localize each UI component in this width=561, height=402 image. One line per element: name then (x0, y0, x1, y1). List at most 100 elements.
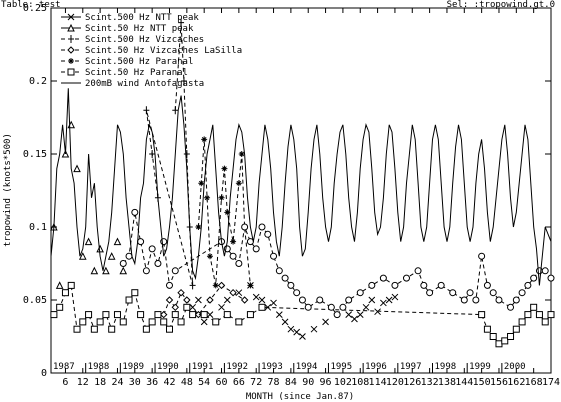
data-point (180, 77, 187, 85)
data-point (241, 223, 249, 231)
x-tick-label: 90 (302, 377, 314, 388)
x-tick-label: 36 (146, 377, 158, 388)
series-5 (50, 281, 555, 348)
data-point (119, 260, 127, 267)
data-point (489, 333, 497, 340)
data-point (137, 311, 145, 319)
year-label: 1998 (435, 362, 457, 372)
data-point (374, 308, 381, 316)
data-point (96, 318, 104, 326)
data-point (246, 311, 254, 319)
data-point (160, 318, 168, 326)
legend-label: Scint.500 Hz Vizcaches (85, 35, 204, 45)
data-point (483, 325, 491, 333)
data-point (501, 337, 509, 345)
x-tick-label: 54 (198, 377, 210, 388)
data-point (137, 238, 145, 246)
data-point (198, 180, 205, 187)
data-point (125, 252, 133, 260)
data-point (385, 296, 393, 304)
data-point (275, 311, 283, 318)
data-point (229, 252, 237, 260)
data-point (512, 325, 520, 333)
x-tick-label: 108 (351, 377, 369, 388)
x-tick-label: 66 (233, 377, 245, 388)
data-point (206, 253, 213, 260)
data-point (489, 289, 497, 297)
data-point (275, 267, 283, 275)
data-point (102, 266, 110, 275)
data-point (547, 274, 555, 282)
data-point (221, 165, 228, 172)
legend-label: Scint.50 Hz NTT peak (85, 24, 194, 34)
legend-entry: 200mB wind Antofagasta (61, 79, 204, 89)
data-point (362, 303, 370, 311)
legend-label: 200mB wind Antofagasta (85, 79, 204, 89)
data-point (478, 252, 486, 260)
year-label: 1999 (469, 362, 491, 372)
data-point (270, 252, 278, 260)
data-point (73, 325, 81, 333)
data-point (379, 274, 387, 282)
data-point (356, 311, 364, 318)
data-point (327, 303, 335, 311)
x-tick-label: 156 (490, 377, 508, 388)
data-point (61, 289, 69, 297)
data-point (345, 311, 353, 318)
data-point (171, 267, 179, 275)
x-tick-label: 144 (455, 377, 473, 388)
data-point (426, 289, 434, 297)
data-point (201, 136, 208, 143)
data-point (172, 106, 179, 115)
series-line (163, 284, 245, 316)
data-point (368, 296, 376, 304)
data-point (165, 281, 173, 289)
data-point (200, 311, 208, 319)
y-axis-label: tropowind (knots*500) (3, 133, 13, 247)
data-point (466, 289, 474, 297)
data-point (310, 325, 318, 333)
data-point (102, 311, 110, 319)
data-point (483, 281, 491, 289)
year-label: 1997 (400, 362, 422, 372)
data-point (547, 311, 555, 319)
data-point (107, 252, 116, 260)
data-point (96, 244, 104, 253)
x-tick-label: 72 (250, 377, 262, 388)
x-tick-label: 174 (542, 377, 560, 388)
data-point (125, 296, 133, 304)
x-tick-label: 102 (334, 377, 352, 388)
data-point (258, 303, 266, 311)
series-line (50, 88, 552, 286)
data-point (281, 274, 289, 282)
data-point (224, 209, 231, 216)
data-point (235, 289, 243, 297)
y-tick-label: 0.1 (29, 222, 47, 233)
data-point (195, 296, 202, 304)
series-layer (50, 18, 555, 348)
data-point (535, 311, 543, 319)
data-point (177, 318, 185, 326)
data-point (530, 303, 538, 311)
year-label: 1990 (157, 362, 179, 372)
legend-entry: Scint.500 Hz Paranal (61, 57, 193, 67)
data-point (356, 289, 364, 297)
data-point (235, 180, 242, 187)
data-point (68, 35, 74, 43)
data-point (223, 311, 231, 319)
data-point (287, 281, 295, 289)
plot-frame (50, 7, 552, 374)
year-label: 1992 (226, 362, 248, 372)
data-point (287, 325, 295, 333)
x-tick-label: 96 (320, 377, 332, 388)
data-point (391, 281, 399, 289)
data-point (148, 318, 156, 326)
x-axis-label: MONTH (since Jan.87) (246, 392, 354, 402)
data-point (414, 267, 422, 275)
data-point (380, 299, 387, 307)
data-point (131, 208, 139, 216)
data-point (55, 281, 64, 289)
data-point (368, 281, 376, 289)
data-point (171, 311, 179, 319)
data-point (142, 267, 150, 275)
